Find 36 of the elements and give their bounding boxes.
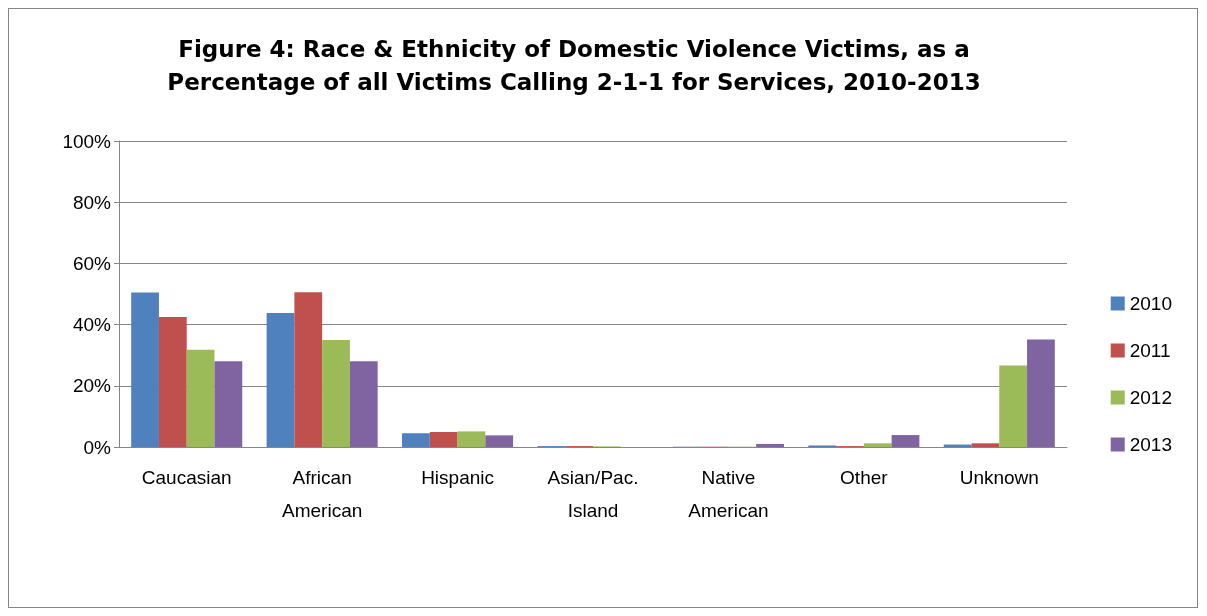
x-tick-label: Native American — [688, 467, 769, 521]
bar — [756, 443, 784, 447]
legend-label: 2012 — [1129, 387, 1173, 408]
bar — [402, 433, 430, 447]
y-tick-label: 100% — [62, 130, 112, 152]
bar — [863, 443, 892, 447]
legend-label: 2013 — [1129, 434, 1173, 455]
bar — [429, 432, 458, 447]
bar — [485, 435, 514, 447]
x-tick-label: Other — [840, 467, 889, 488]
y-tick-label: 80% — [72, 191, 112, 213]
bar — [294, 292, 323, 447]
bar — [1027, 339, 1055, 447]
legend-label: 2010 — [1129, 293, 1173, 314]
y-tick-label: 20% — [72, 375, 112, 397]
y-tick-label: 60% — [72, 252, 112, 274]
bar — [891, 435, 920, 447]
x-tick-label: Caucasian — [141, 467, 232, 488]
x-tick-label: Asian/Pac. Island — [547, 467, 639, 521]
x-tick-label: Unknown — [959, 467, 1039, 488]
bar — [158, 316, 187, 447]
bar — [214, 361, 243, 447]
bar — [999, 365, 1028, 447]
bar — [186, 349, 215, 447]
bar — [131, 292, 159, 447]
y-tick-label: 40% — [72, 314, 112, 336]
x-tick-label: Hispanic — [421, 467, 495, 488]
bar — [266, 312, 295, 447]
y-tick-label: 0% — [83, 436, 112, 458]
x-tick-label: African American — [282, 467, 363, 521]
legend-label: 2011 — [1129, 340, 1171, 361]
bar — [349, 361, 378, 447]
bar — [971, 443, 1000, 447]
chart-title: Figure 4: Race & Ethnicity of Domestic Violence Victims, as a Percentage of all Victims Calling 2-1-1 for Services, 2010-2013 — [167, 35, 981, 95]
bar — [322, 339, 350, 447]
bar — [457, 431, 486, 447]
